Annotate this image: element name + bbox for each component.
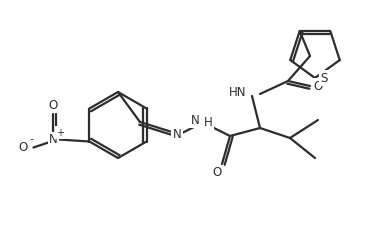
Text: H: H xyxy=(204,115,212,129)
Text: HN: HN xyxy=(229,85,247,99)
Text: N: N xyxy=(191,113,200,126)
Text: S: S xyxy=(320,71,328,84)
Text: N: N xyxy=(173,128,181,141)
Text: -: - xyxy=(29,134,33,144)
Text: N: N xyxy=(49,133,58,146)
Text: O: O xyxy=(19,141,28,154)
Text: +: + xyxy=(56,128,64,138)
Text: O: O xyxy=(314,80,323,92)
Text: O: O xyxy=(49,99,58,112)
Text: O: O xyxy=(212,166,222,180)
